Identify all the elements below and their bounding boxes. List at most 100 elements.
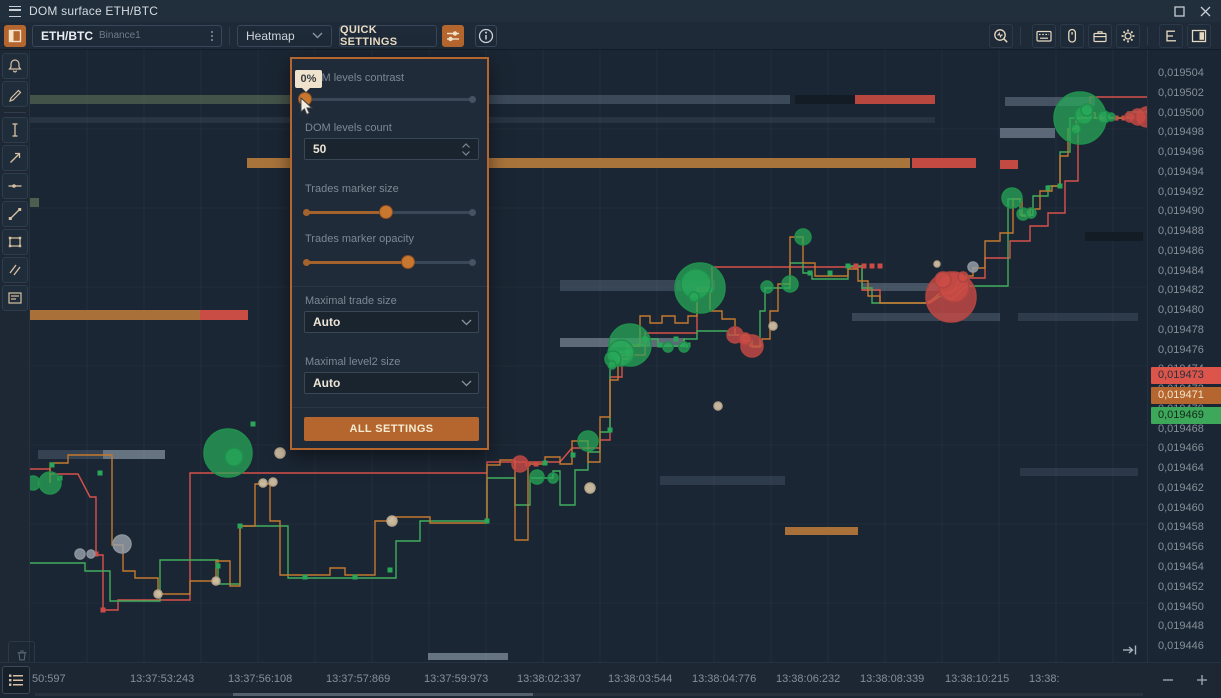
maximal-trade-size-select[interactable]: Auto: [304, 311, 479, 333]
price-label: 0,019488: [1158, 225, 1204, 238]
trade-tick: [861, 263, 867, 269]
time-label: 13:38:10:215: [945, 673, 1010, 685]
pencil-icon: [8, 89, 21, 102]
zoom-pulse-button[interactable]: [989, 23, 1013, 48]
price-label: 0,019452: [1158, 580, 1204, 593]
trade-tick: [1057, 183, 1063, 189]
dom-level-band: [855, 95, 935, 104]
buy-bubble: [678, 341, 690, 353]
zoom-in-button[interactable]: [1190, 668, 1214, 692]
mouse-button[interactable]: [1060, 23, 1084, 48]
time-scrollbar-thumb[interactable]: [233, 693, 533, 696]
panel-toggle-button[interactable]: [1187, 23, 1211, 48]
trend-line-tool-button[interactable]: [1, 201, 28, 227]
zoom-out-button[interactable]: [1156, 668, 1180, 692]
max-level2-label: Maximal level2 size: [305, 356, 401, 368]
small-trade-dot: [713, 401, 723, 411]
gear-icon: [1121, 29, 1135, 42]
color-group-button[interactable]: [4, 24, 26, 47]
maximize-button[interactable]: [1171, 3, 1187, 19]
sell-bubble: [934, 271, 952, 289]
keyboard-button[interactable]: [1032, 23, 1056, 48]
price-label: 0,019486: [1158, 244, 1204, 257]
trade-tick: [484, 518, 490, 524]
time-label: 13:37:53:243: [130, 673, 195, 685]
trade-tick: [387, 567, 393, 573]
trade-tick: [845, 263, 851, 269]
kebab-menu-icon[interactable]: [207, 29, 217, 43]
neutral-bubble: [74, 548, 86, 560]
horizontal-ray-icon: [8, 184, 21, 188]
trade-tick: [49, 462, 55, 468]
buy-bubble: [30, 475, 41, 491]
trade-tick: [607, 427, 613, 433]
rectangle-tool-button[interactable]: [1, 229, 28, 255]
horizontal-ray-tool-button[interactable]: [1, 173, 28, 199]
scale-button[interactable]: [1159, 23, 1183, 48]
buy-bubble: [781, 275, 799, 293]
price-label: 0,019496: [1158, 146, 1204, 159]
trade-tick: [673, 336, 679, 342]
trades-marker-size-slider[interactable]: [303, 205, 476, 219]
ask-price-badge: 0,019473: [1151, 367, 1221, 384]
trade-tick: [237, 523, 243, 529]
dom-level-band: [1020, 468, 1138, 476]
dom-levels-count-input[interactable]: 50: [304, 138, 479, 160]
time-label: 13:37:56:108: [228, 673, 293, 685]
notes-tool-button[interactable]: [1, 285, 28, 311]
price-label: 0,019460: [1158, 501, 1204, 514]
go-to-end-button[interactable]: [1118, 640, 1142, 660]
price-label: 0,019448: [1158, 620, 1204, 633]
marker-opacity-label: Trades marker opacity: [305, 233, 415, 245]
slider-handle[interactable]: [379, 205, 394, 219]
vertical-line-icon: [12, 123, 17, 137]
briefcase-button[interactable]: [1088, 23, 1112, 48]
trade-tick: [97, 470, 103, 476]
price-axis[interactable]: 0,019504 0,019502 0,019500 0,019498 0,019496…: [1147, 50, 1221, 663]
spinner-icon[interactable]: [460, 142, 472, 157]
price-label: 0,019480: [1158, 304, 1204, 317]
contrast-label: DOM levels contrast: [305, 72, 405, 84]
all-settings-button[interactable]: ALL SETTINGS: [304, 417, 479, 441]
quick-settings-icon-button[interactable]: [442, 24, 464, 47]
buy-bubble: [224, 447, 244, 467]
sliders-icon: [447, 30, 459, 41]
info-button[interactable]: [475, 24, 497, 47]
mouse-icon: [1068, 28, 1077, 43]
hamburger-menu-icon[interactable]: [9, 5, 21, 17]
settings-gear-button[interactable]: [1116, 23, 1140, 48]
count-value: 50: [313, 142, 327, 156]
price-label: 0,019498: [1158, 126, 1204, 139]
alerts-tool-button[interactable]: [1, 53, 28, 79]
sell-bubble: [738, 332, 752, 346]
view-mode-select[interactable]: Heatmap: [237, 24, 332, 47]
maximal-level2-size-select[interactable]: Auto: [304, 372, 479, 394]
window-title: DOM surface ETH/BTC: [29, 4, 159, 18]
arrow-line-tool-button[interactable]: [1, 145, 28, 171]
trade-tick: [215, 563, 221, 569]
close-button[interactable]: [1197, 3, 1213, 19]
slider-handle[interactable]: [401, 255, 416, 269]
symbol-selector[interactable]: ETH/BTC Binance1: [32, 24, 222, 47]
dom-level-band: [1000, 160, 1018, 169]
arrow-line-icon: [9, 152, 20, 163]
dom-level-band: [862, 283, 940, 291]
time-axis[interactable]: 50:597 13:37:53:243 13:37:56:108 13:37:57:8…: [0, 662, 1221, 698]
price-label: 0,019494: [1158, 165, 1204, 178]
price-label: 0,019478: [1158, 323, 1204, 336]
vertical-line-tool-button[interactable]: [1, 117, 28, 143]
time-scrollbar[interactable]: [35, 693, 1143, 696]
rectangle-icon: [8, 236, 21, 248]
zoom-pulse-icon: [994, 28, 1008, 43]
chart-canvas[interactable]: [30, 50, 1147, 663]
max-trade-value: Auto: [313, 315, 341, 329]
small-trade-dot: [211, 576, 221, 586]
draw-tool-button[interactable]: [1, 81, 28, 107]
trades-marker-opacity-slider[interactable]: [303, 255, 476, 269]
small-trade-dot: [584, 482, 596, 494]
view-mode-label: Heatmap: [246, 28, 295, 43]
quick-settings-button[interactable]: QUICK SETTINGS: [339, 24, 437, 48]
drawings-list-button[interactable]: [2, 666, 30, 694]
dom-levels-contrast-slider[interactable]: [298, 92, 476, 106]
parallel-lines-tool-button[interactable]: [1, 257, 28, 283]
